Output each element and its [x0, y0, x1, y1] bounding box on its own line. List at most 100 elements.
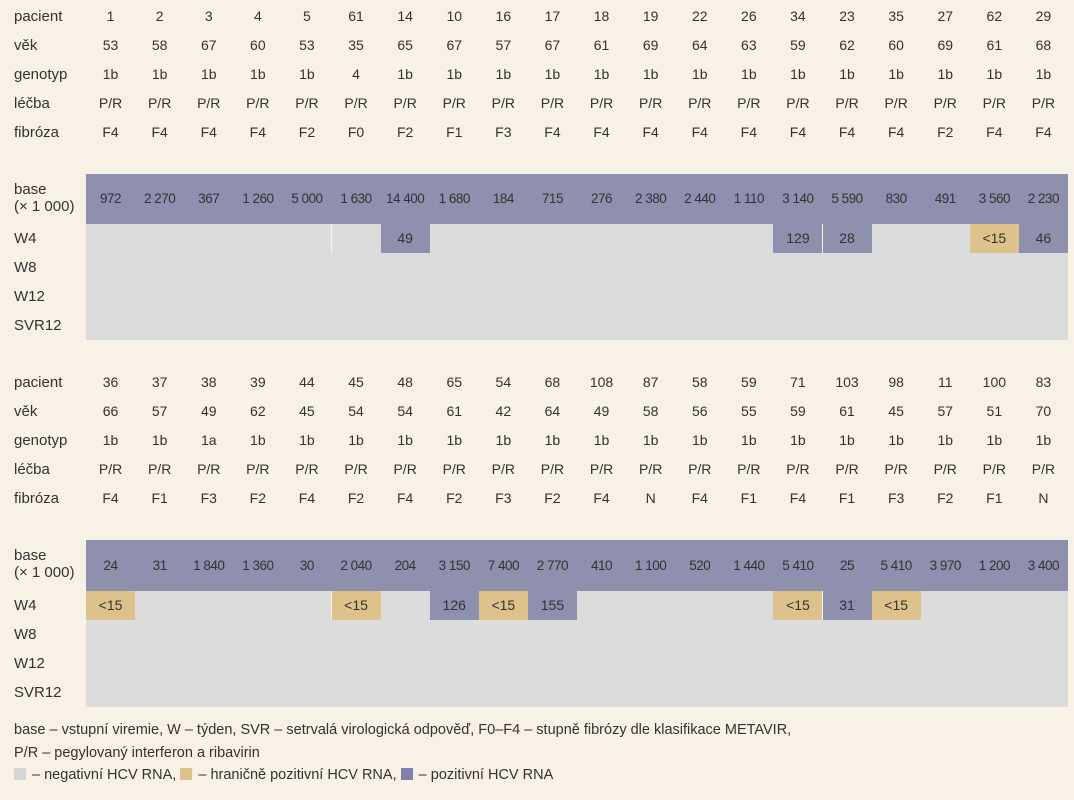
- lecba-cell: P/R: [344, 95, 368, 111]
- genotyp-cell: 1b: [495, 66, 512, 82]
- genotyp-cell: 1b: [741, 432, 757, 448]
- pacient-cell: 61: [348, 8, 364, 24]
- row-w4: W4 49 129 28 <15 46: [0, 224, 1074, 253]
- pacient-cell: 65: [446, 374, 463, 390]
- row-label-w8: W8: [14, 259, 37, 276]
- genotyp-cell: 1b: [691, 432, 708, 448]
- lecba-cell: P/R: [491, 95, 516, 111]
- w4-cell: 31: [822, 591, 872, 620]
- base-bar: [86, 174, 1068, 224]
- w4-cell: [871, 224, 921, 253]
- lecba-cell: P/R: [589, 461, 614, 477]
- lecba-cell: P/R: [737, 95, 761, 111]
- fibroza-cell: F4: [544, 124, 561, 140]
- pacient-cell: 54: [495, 374, 512, 390]
- fibroza-cell: F4: [593, 490, 610, 506]
- pacient-cell: 68: [544, 374, 561, 390]
- row-base: base (× 1 000) 24 31 1 840 1 360 30 2 040 204 3 …: [0, 540, 1074, 591]
- row-label-w4: W4: [14, 597, 37, 614]
- lecba-cell: P/R: [884, 95, 908, 111]
- w4-cell: [429, 224, 479, 253]
- row-svr12: SVR12: [0, 678, 1074, 707]
- lecba-cell: P/R: [884, 461, 908, 477]
- w4-cell: [184, 591, 234, 620]
- pacient-cell: 11: [937, 374, 953, 390]
- base-label-1: base: [14, 547, 47, 564]
- row-label-vek: věk: [14, 37, 38, 54]
- genotyp-cell: 1b: [544, 66, 561, 82]
- genotyp-cell: 1b: [986, 432, 1003, 448]
- fibroza-cell: F2: [347, 490, 365, 506]
- lecba-cell: P/R: [393, 95, 417, 111]
- vek-cell: 53: [102, 37, 119, 53]
- row-fibroza: fibróza F4 F1 F3 F2 F4 F2 F4 F2 F3 F2 F4 N F4 F1 F4 F1 F…: [0, 484, 1074, 513]
- row-w8: W8: [0, 253, 1074, 282]
- pacient-cell: 29: [1035, 8, 1052, 24]
- genotyp-cell: 1b: [544, 432, 561, 448]
- base-cell: 3 970: [929, 558, 962, 573]
- fibroza-cell: F3: [200, 490, 217, 506]
- base-cell: 2 040: [340, 558, 372, 573]
- w4-cell: <15: [86, 591, 136, 620]
- genotyp-cell: 1b: [446, 432, 463, 448]
- genotyp-cell: 1b: [839, 66, 855, 82]
- legend-line-3: – negativní HCV RNA, – hraničně pozitivn…: [14, 767, 553, 783]
- vek-cell: 65: [397, 37, 413, 53]
- w4-cell: <15: [871, 591, 921, 620]
- pacient-cell: 59: [741, 374, 757, 390]
- w8-bar: [86, 253, 1068, 282]
- pacient-cell: 39: [250, 374, 266, 390]
- genotyp-cell: 1b: [593, 432, 610, 448]
- row-label-fibroza: fibróza: [14, 490, 60, 507]
- fibroza-cell: F4: [789, 490, 807, 506]
- vek-cell: 54: [397, 403, 413, 419]
- base-cell: 30: [299, 558, 315, 573]
- fibroza-cell: N: [1038, 490, 1049, 506]
- vek-cell: 62: [839, 37, 855, 53]
- fibroza-cell: F3: [887, 490, 905, 506]
- w4-cell: [233, 591, 283, 620]
- genotyp-cell: 1b: [888, 432, 904, 448]
- lecba-cell: P/R: [835, 95, 859, 111]
- vek-cell: 54: [348, 403, 364, 419]
- pacient-cell: 87: [642, 374, 659, 390]
- vek-cell: 66: [102, 403, 119, 419]
- genotyp-cell: 1b: [937, 66, 954, 82]
- lecba-cell: P/R: [638, 95, 663, 111]
- vek-cell: 57: [495, 37, 512, 53]
- base-cell: 1 440: [733, 558, 765, 573]
- pacient-cell: 10: [446, 8, 463, 24]
- row-label-pacient: pacient: [14, 8, 63, 25]
- base-cell: 276: [591, 191, 613, 206]
- genotyp-cell: 1b: [151, 432, 168, 448]
- pacient-cell: 17: [544, 8, 561, 24]
- base-cell: 972: [100, 191, 122, 206]
- base-cell: 2 440: [684, 191, 716, 206]
- genotyp-cell: 1b: [102, 66, 119, 82]
- base-cell: 25: [840, 558, 855, 573]
- vek-cell: 49: [200, 403, 217, 419]
- lecba-cell: P/R: [982, 461, 1007, 477]
- vek-cell: 51: [986, 403, 1003, 419]
- row-svr12: SVR12: [0, 311, 1074, 340]
- row-label-fibroza: fibróza: [14, 124, 60, 141]
- fibroza-cell: F4: [298, 490, 316, 506]
- row-label-lecba: léčba: [14, 95, 50, 112]
- base-cell: 204: [394, 558, 417, 573]
- fibroza-cell: F4: [986, 124, 1003, 140]
- pacient-cell: 16: [495, 8, 512, 24]
- lecba-cell: P/R: [737, 461, 761, 477]
- w4-cell: [969, 591, 1019, 620]
- vek-cell: 58: [151, 37, 168, 53]
- pacient-cell: 38: [200, 374, 217, 390]
- base-cell: 3 140: [782, 191, 814, 206]
- w4-cell: [920, 224, 970, 253]
- row-label-genotyp: genotyp: [14, 432, 68, 449]
- row-w12: W12: [0, 282, 1074, 311]
- lecba-cell: P/R: [688, 461, 712, 477]
- svr12-bar: [86, 311, 1068, 340]
- vek-cell: 42: [495, 403, 512, 419]
- base-cell: 1 200: [978, 558, 1011, 573]
- legend-positive-text: – pozitivní HCV RNA: [414, 767, 554, 783]
- w4-cell: [626, 224, 676, 253]
